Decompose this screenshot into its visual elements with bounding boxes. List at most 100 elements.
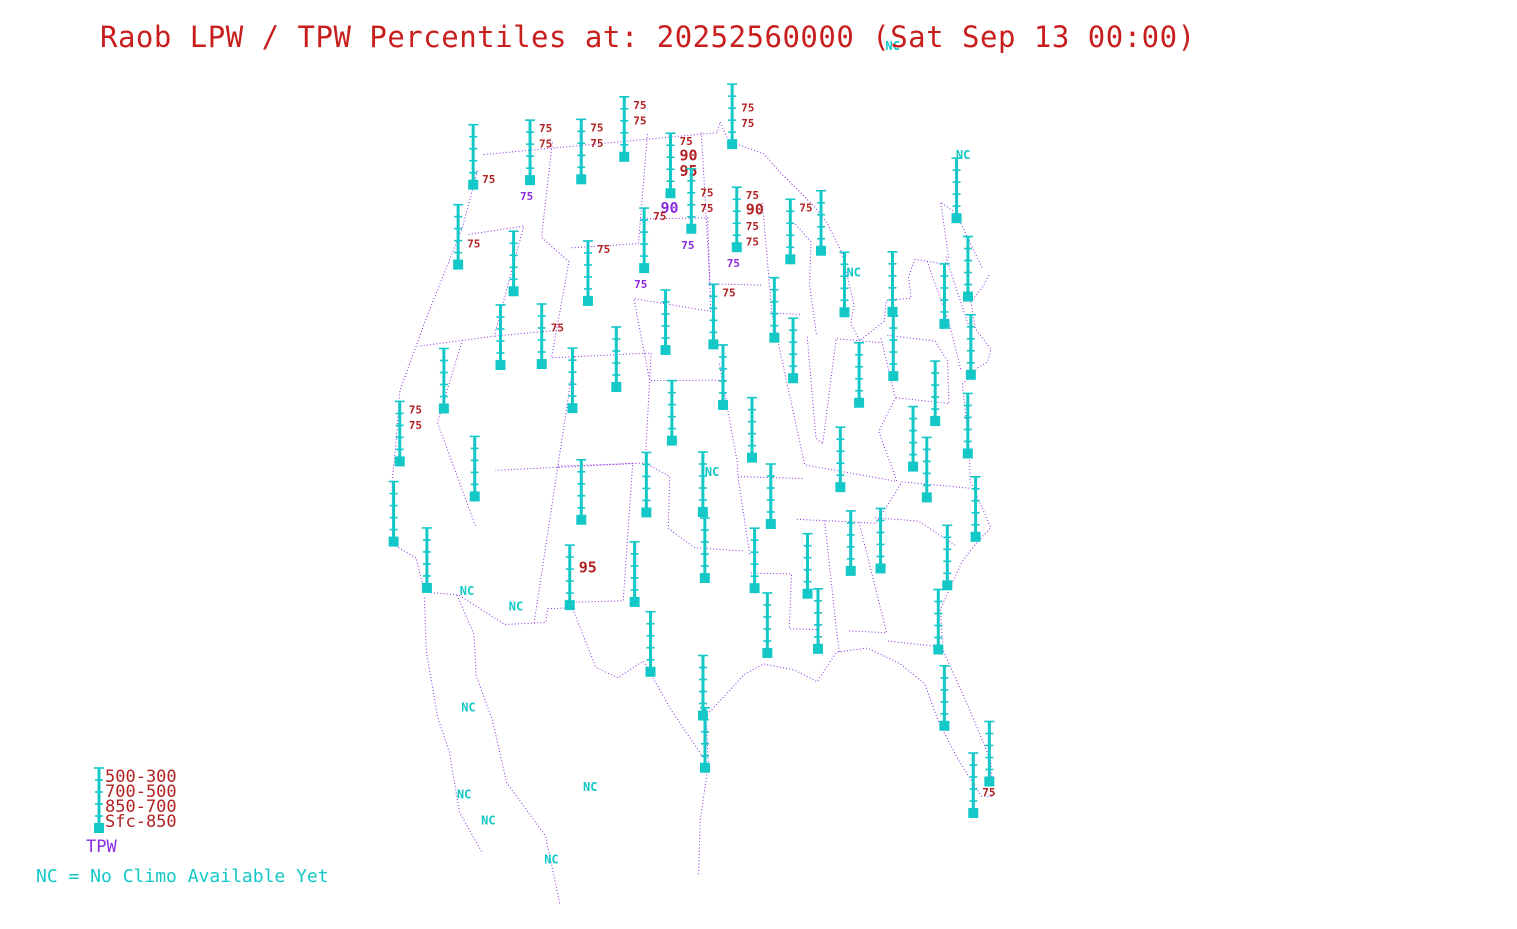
station-marker	[469, 491, 480, 502]
station-marker	[802, 588, 813, 599]
station-marker	[421, 582, 432, 593]
station-greensboro	[921, 436, 932, 503]
boundary-line	[771, 312, 898, 483]
station-marker	[939, 720, 950, 731]
station-marker	[629, 596, 640, 607]
station-marker	[641, 507, 652, 518]
nc-note: NC = No Climo Available Yet	[36, 866, 329, 887]
percentile-label: 75	[467, 238, 480, 251]
station-marker	[495, 359, 506, 370]
station-marker	[697, 710, 708, 721]
station-marker	[708, 339, 719, 350]
station-key-west: 75	[968, 752, 996, 819]
station-norman: NC	[697, 451, 719, 518]
nc-label: NC	[705, 465, 719, 479]
station-san-diego	[421, 527, 432, 593]
station-midland	[629, 541, 640, 607]
station-marker	[567, 403, 578, 414]
percentile-label: 75	[590, 137, 603, 150]
station-miami	[984, 720, 995, 787]
station-spokane: 75 75 75	[520, 119, 552, 203]
boundary-line	[483, 120, 984, 342]
station-marker	[576, 514, 587, 525]
percentile-label: 75	[409, 419, 422, 432]
station-marker	[839, 307, 850, 318]
boundary-line	[633, 217, 726, 382]
station-marker	[813, 643, 824, 654]
legend-station-glyph	[94, 767, 104, 833]
station-salem: 75	[453, 203, 480, 270]
station-marker	[854, 397, 865, 408]
nc-label: NC	[885, 39, 899, 53]
station-marker	[962, 291, 973, 302]
station-peachtree-city	[875, 507, 886, 574]
station-rapid-city: 75 75	[634, 207, 666, 291]
nc-label: NC	[461, 700, 475, 714]
station-marker	[525, 175, 536, 186]
station-marker	[921, 492, 932, 503]
percentile-label: 95	[579, 559, 597, 577]
station-omaha: 75	[708, 283, 736, 350]
nc-label: NC	[481, 814, 495, 828]
station-marker	[875, 563, 886, 574]
station-tampa	[939, 664, 950, 731]
station-marker	[762, 647, 773, 658]
boundary-line	[424, 591, 709, 766]
station-gray	[962, 235, 973, 302]
boundary-line	[806, 336, 883, 445]
percentile-label: 75	[679, 135, 692, 148]
station-marker	[731, 242, 742, 253]
nc-labels-layer: NC NC NC NC NC NC NC NC NC	[457, 39, 970, 867]
percentile-label: 75	[746, 220, 759, 233]
station-marker	[965, 369, 976, 380]
station-marker	[686, 223, 697, 234]
station-north-platte	[660, 289, 671, 355]
station-marker	[785, 254, 796, 265]
boundary-line	[705, 274, 994, 798]
station-lake-charles	[762, 592, 773, 658]
station-marker	[816, 245, 827, 256]
percentile-label: 75	[982, 786, 995, 799]
percentile-label: 75	[633, 99, 646, 112]
boundary-line	[750, 572, 822, 652]
nc-label: NC	[583, 780, 597, 794]
percentile-label: 75	[799, 201, 812, 214]
percentile-label: 75	[746, 236, 759, 249]
station-wilmington-oh	[854, 341, 865, 408]
station-marker	[536, 358, 547, 369]
tpw-label: 75	[634, 278, 647, 291]
station-buffalo	[887, 250, 898, 317]
station-marker	[645, 666, 656, 677]
station-marker	[930, 416, 941, 427]
percentile-label: 75	[741, 117, 754, 130]
boundary-line	[875, 517, 957, 547]
station-marker	[611, 381, 622, 392]
station-marker	[962, 448, 973, 459]
boundary-line	[571, 133, 648, 249]
tpw-label: 75	[520, 190, 533, 203]
percentile-label: 75	[539, 122, 552, 135]
nc-label: NC	[544, 852, 558, 866]
station-brownsville	[700, 706, 711, 773]
station-albany	[939, 263, 950, 329]
station-davenport	[769, 276, 780, 343]
station-marker	[699, 573, 710, 584]
station-springfield	[746, 396, 757, 463]
legend-layer-label: Sfc-850	[105, 812, 177, 832]
station-marker	[968, 808, 979, 819]
station-lincoln	[788, 317, 799, 384]
station-marker	[576, 174, 587, 185]
station-marker	[769, 332, 780, 343]
station-santa-teresa: 95	[564, 544, 597, 611]
boundary-line	[888, 640, 941, 648]
station-elko	[495, 304, 506, 370]
station-shreveport	[749, 527, 760, 594]
percentile-label: 75	[700, 186, 713, 199]
station-topeka	[718, 344, 729, 410]
percentile-label: 95	[679, 162, 697, 180]
